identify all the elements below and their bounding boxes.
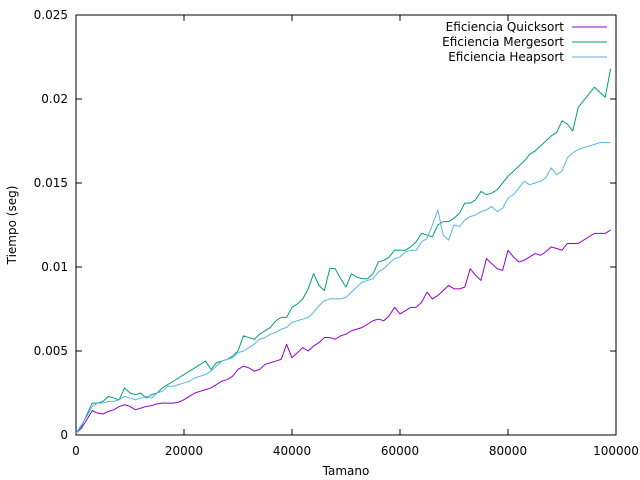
x-tick-label: 20000 [165, 444, 203, 458]
y-axis-label: Tiempo (seg) [5, 186, 19, 266]
x-tick-label: 60000 [381, 444, 419, 458]
legend-entry-label: Eficiencia Quicksort [446, 20, 565, 34]
series-line-3 [75, 142, 611, 434]
y-tick-label: 0.01 [41, 260, 68, 274]
x-tick-label: 40000 [273, 444, 311, 458]
x-tick-label: 80000 [489, 444, 527, 458]
series-layer [75, 68, 612, 434]
y-tick-label: 0.02 [41, 92, 68, 106]
series-line-2 [75, 68, 612, 434]
x-tick-label: 100000 [593, 444, 639, 458]
y-axis-ticks: 0 0.005 0.01 0.015 0.02 0.025 [34, 8, 616, 442]
y-tick-label: 0 [60, 428, 68, 442]
y-tick-label: 0.025 [34, 8, 68, 22]
y-tick-label: 0.015 [34, 176, 68, 190]
series-line-1 [75, 229, 611, 434]
plot-frame [75, 14, 617, 436]
legend-entry-label: Eficiencia Heapsort [448, 50, 564, 64]
x-tick-label: 0 [72, 444, 80, 458]
x-axis-ticks: 0 20000 40000 60000 80000 100000 [72, 15, 639, 458]
y-tick-label: 0.005 [34, 344, 68, 358]
legend-entry-label: Eficiencia Mergesort [442, 35, 564, 49]
x-axis-label: Tamano [322, 464, 370, 478]
